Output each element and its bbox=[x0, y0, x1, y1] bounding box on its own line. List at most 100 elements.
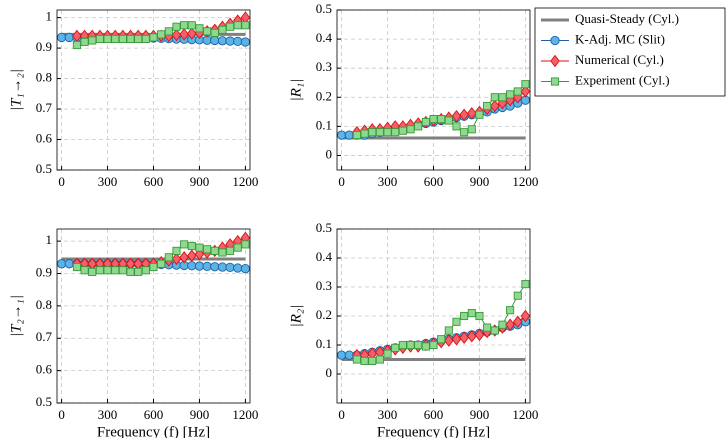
marker-diamond bbox=[512, 315, 523, 329]
marker-square bbox=[375, 128, 384, 137]
marker-circle bbox=[225, 36, 235, 46]
marker-circle bbox=[240, 37, 250, 47]
plot-area bbox=[57, 231, 250, 276]
marker-circle bbox=[240, 264, 250, 274]
marker-square bbox=[95, 266, 104, 275]
marker-square bbox=[406, 340, 415, 350]
marker-square bbox=[195, 24, 204, 33]
marker-diamond bbox=[179, 251, 189, 264]
marker-square bbox=[172, 246, 181, 255]
marker-square bbox=[241, 21, 250, 30]
marker-square bbox=[187, 241, 196, 251]
marker-square bbox=[414, 340, 423, 350]
x-tick-label: 1200 bbox=[232, 174, 258, 189]
marker-square bbox=[406, 125, 415, 134]
marker-square bbox=[506, 306, 515, 315]
marker-square bbox=[157, 259, 166, 268]
marker-square bbox=[88, 267, 97, 276]
marker-square bbox=[398, 126, 407, 135]
marker-square bbox=[172, 22, 181, 31]
marker-diamond bbox=[459, 331, 469, 344]
x-tick-label: 900 bbox=[470, 407, 490, 422]
marker-square bbox=[164, 253, 173, 262]
marker-square bbox=[368, 356, 377, 366]
x-tick-label: 600 bbox=[424, 174, 444, 189]
x-tick-label: 900 bbox=[190, 407, 210, 422]
marker-square bbox=[149, 262, 158, 272]
y-tick-label: 0.4 bbox=[316, 249, 333, 264]
marker-diamond bbox=[171, 28, 182, 42]
marker-square bbox=[391, 128, 400, 137]
marker-diamond bbox=[444, 334, 454, 347]
x-tick-label: 0 bbox=[338, 407, 345, 422]
marker-diamond bbox=[467, 107, 477, 120]
marker-square bbox=[72, 262, 81, 272]
marker-diamond bbox=[490, 99, 500, 113]
marker-diamond bbox=[459, 108, 469, 121]
marker-square bbox=[134, 34, 143, 44]
marker-diamond bbox=[520, 309, 530, 323]
marker-circle bbox=[233, 263, 243, 273]
marker-diamond bbox=[179, 28, 189, 41]
marker-square bbox=[80, 37, 89, 47]
x-tick-label: 0 bbox=[58, 174, 65, 189]
y-tick-label: 1 bbox=[46, 9, 53, 24]
marker-square bbox=[141, 34, 150, 44]
x-tick-label: 300 bbox=[98, 407, 118, 422]
marker-square bbox=[437, 115, 446, 124]
marker-square bbox=[80, 266, 89, 275]
marker-square bbox=[88, 36, 97, 45]
marker-square bbox=[375, 355, 384, 364]
marker-square bbox=[490, 326, 499, 335]
y-tick-label: 0.8 bbox=[36, 70, 52, 85]
y-tick-label: 0.7 bbox=[36, 329, 53, 344]
y-tick-label: 0.2 bbox=[316, 307, 332, 322]
y-axis-label: |R₂| bbox=[288, 305, 304, 328]
y-tick-label: 0.5 bbox=[36, 161, 52, 176]
marker-square bbox=[421, 342, 430, 351]
marker-square bbox=[233, 21, 242, 30]
marker-square bbox=[352, 355, 361, 364]
y-tick-label: 0.9 bbox=[36, 39, 52, 54]
marker-square bbox=[483, 101, 492, 111]
y-tick-label: 0.6 bbox=[36, 131, 53, 146]
marker-square bbox=[429, 340, 438, 350]
marker-square bbox=[498, 93, 507, 102]
marker-square bbox=[521, 80, 530, 89]
marker-square bbox=[241, 240, 250, 249]
marker-square bbox=[226, 246, 235, 255]
marker-diamond bbox=[467, 330, 477, 343]
axes-frame bbox=[56, 228, 251, 404]
marker-square bbox=[429, 115, 438, 124]
marker-square bbox=[126, 34, 135, 44]
marker-circle bbox=[550, 35, 560, 46]
marker-square bbox=[103, 266, 112, 275]
x-tick-label: 1200 bbox=[512, 407, 538, 422]
marker-square bbox=[550, 77, 560, 86]
marker-diamond bbox=[474, 328, 485, 342]
marker-square bbox=[203, 27, 212, 36]
marker-square bbox=[498, 320, 507, 329]
marker-square bbox=[195, 243, 204, 252]
marker-diamond bbox=[550, 54, 560, 68]
marker-square bbox=[149, 33, 158, 42]
marker-square bbox=[490, 93, 499, 102]
x-tick-label: 300 bbox=[98, 174, 118, 189]
marker-square bbox=[164, 27, 173, 36]
marker-square bbox=[203, 245, 212, 254]
marker-square bbox=[391, 343, 400, 352]
x-tick-label: 0 bbox=[338, 174, 345, 189]
marker-circle bbox=[57, 259, 67, 269]
marker-circle bbox=[225, 262, 235, 273]
marker-square bbox=[210, 246, 219, 255]
marker-square bbox=[111, 266, 120, 275]
marker-diamond bbox=[520, 85, 530, 98]
marker-square bbox=[506, 90, 515, 99]
y-tick-label: 0.6 bbox=[36, 362, 53, 377]
marker-square bbox=[72, 40, 81, 50]
y-tick-label: 0.2 bbox=[316, 88, 332, 103]
y-axis-label: |T₁→₂| bbox=[8, 69, 24, 111]
marker-square bbox=[157, 30, 166, 39]
y-tick-label: 0.3 bbox=[316, 59, 332, 74]
